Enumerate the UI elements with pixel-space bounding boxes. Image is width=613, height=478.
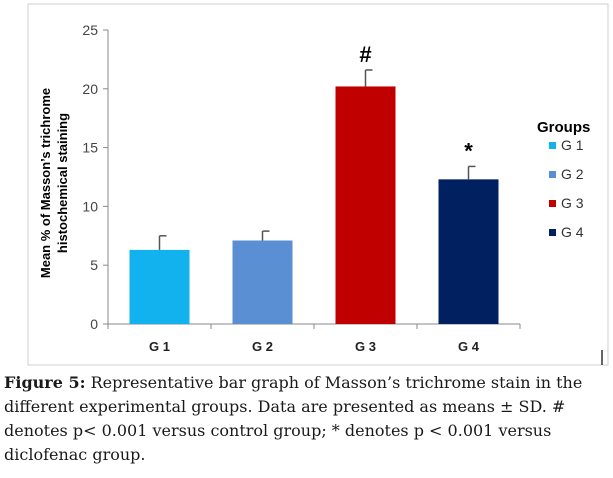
y-tick-label: 20 (82, 81, 98, 97)
significance-marker-4: * (464, 138, 473, 163)
chart-frame (27, 3, 609, 366)
legend-swatch-1 (549, 142, 556, 149)
y-tick-label: 10 (82, 198, 98, 214)
bars: #* (129, 42, 499, 324)
bar-chart: Mean % of Masson’s trichrome histochemic… (27, 3, 609, 366)
bar-4 (438, 179, 499, 324)
x-category-label: G 1 (149, 339, 170, 354)
x-category-label: G 3 (355, 339, 376, 354)
legend-swatch-3 (549, 200, 556, 207)
legend: Groups G 1 G 2 G 3 G 4 (537, 119, 590, 240)
legend-label-2: G 2 (561, 166, 584, 182)
caption-text: Representative bar graph of Masson’s tri… (4, 373, 583, 464)
bar-1 (129, 249, 190, 324)
y-tick-label: 25 (82, 22, 98, 38)
bar-2 (232, 240, 293, 324)
y-axis-label-line-1: Mean % of Masson’s trichrome (38, 88, 53, 278)
legend-swatch-4 (549, 229, 556, 236)
caption-label: Figure 5: (4, 373, 86, 392)
y-tick-label: 5 (90, 257, 98, 273)
legend-label-1: G 1 (561, 137, 584, 153)
legend-label-3: G 3 (561, 195, 584, 211)
figure-caption: Figure 5: Representative bar graph of Ma… (4, 371, 610, 467)
y-axis-label-line-2: histochemical staining (55, 113, 70, 253)
legend-label-4: G 4 (561, 224, 584, 240)
significance-marker-3: # (359, 42, 371, 67)
y-tick-label: 15 (82, 140, 98, 156)
y-tick-label: 0 (90, 316, 98, 332)
bar-3 (335, 86, 396, 324)
legend-swatch-2 (549, 171, 556, 178)
x-category-label: G 4 (458, 339, 480, 354)
x-category-label: G 2 (252, 339, 273, 354)
legend-title: Groups (537, 119, 590, 136)
